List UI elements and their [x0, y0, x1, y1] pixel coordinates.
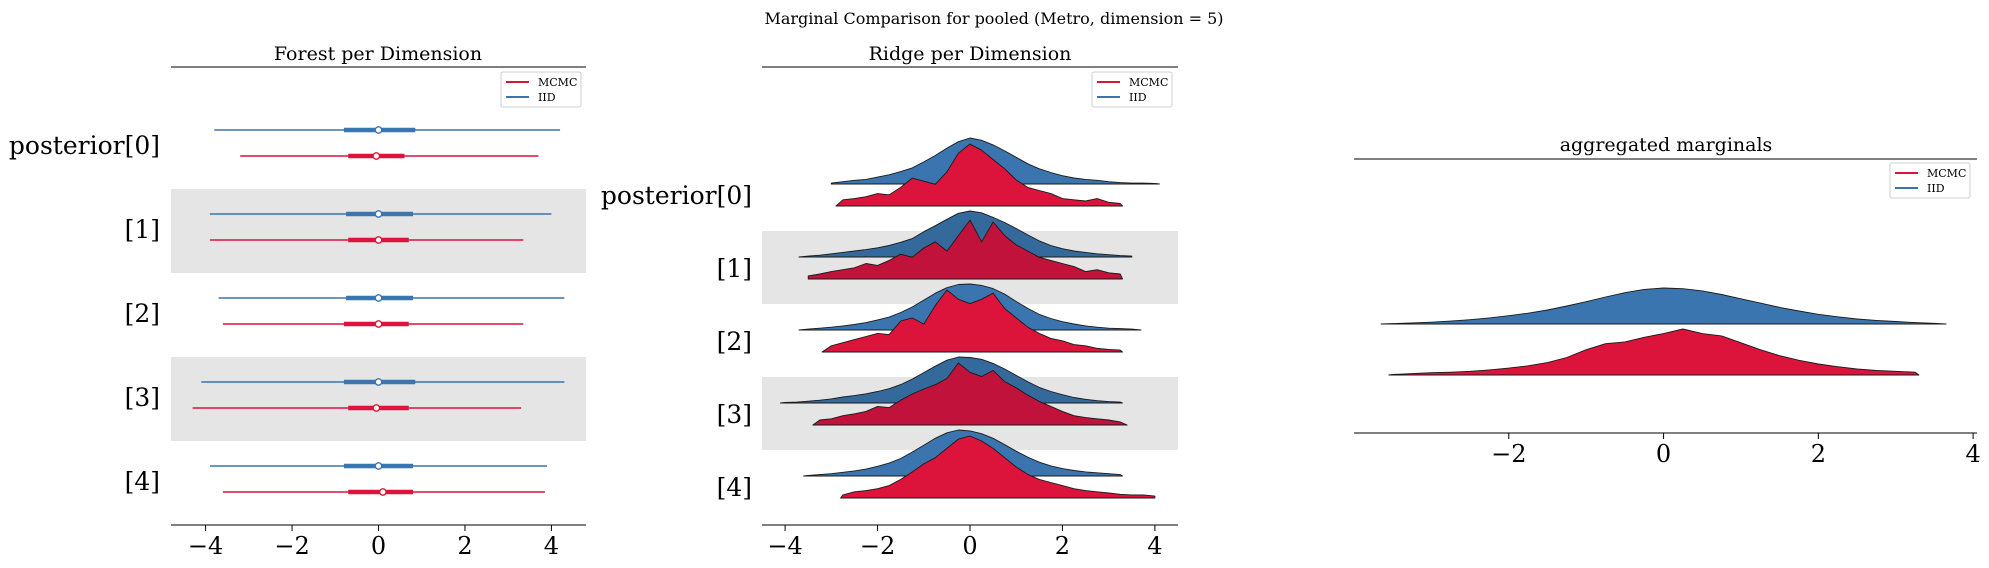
ridge-row-label-4: [4]	[717, 473, 752, 502]
ridge-legend-mcmc-label: MCMC	[1129, 76, 1168, 89]
aggregated-x-tick-label: 4	[1965, 440, 1980, 468]
forest-x-ticks: −4 −2 0 2 4	[188, 525, 559, 560]
forest-x-tick-label: −4	[188, 532, 223, 560]
ridge-mcmc-row-2	[821, 289, 1123, 353]
aggregated-mcmc-ridge	[1388, 328, 1920, 376]
forest-mcmc-row-3-median	[372, 404, 381, 412]
ridge-mcmc-row-0	[835, 143, 1123, 207]
forest-row-band	[171, 189, 586, 273]
ridge-panel-title: Ridge per Dimension	[869, 43, 1072, 65]
ridge-mcmc-row-3	[812, 362, 1128, 426]
forest-row-label-4: [4]	[125, 467, 160, 496]
aggregated-x-tick-label: 0	[1656, 440, 1671, 468]
aggregated-legend-box	[1889, 162, 1971, 199]
ridge-legend-box	[1091, 71, 1173, 108]
forest-legend: MCMC IID	[500, 71, 582, 108]
ridge-row-label-0: posterior[0]	[601, 181, 752, 210]
forest-mcmc-row-2-median	[374, 320, 383, 328]
forest-legend-iid-label: IID	[538, 91, 556, 104]
forest-iid-row-2-median	[374, 294, 383, 302]
forest-x-tick-label: 4	[544, 532, 559, 560]
forest-panel: Forest per Dimension posterior[0] [1] [2…	[9, 43, 586, 560]
forest-x-tick-label: 2	[457, 532, 472, 560]
forest-mcmc-row-1-median	[374, 236, 383, 244]
ridge-panel: Ridge per Dimension posterior[0] [1] [2]…	[601, 43, 1178, 560]
ridge-x-ticks: −4 −2 0 2 4	[767, 525, 1163, 560]
forest-x-tick-label: 0	[371, 532, 386, 560]
forest-iid-row-0-median	[374, 126, 383, 134]
aggregated-x-ticks: −2 0 2 4	[1491, 433, 1981, 468]
forest-row-label-2: [2]	[125, 299, 160, 328]
forest-iid-row-1-median	[374, 210, 383, 218]
forest-mcmc-row-0-median	[372, 152, 381, 160]
forest-panel-title: Forest per Dimension	[274, 43, 482, 65]
aggregated-x-tick-label: 2	[1811, 440, 1826, 468]
forest-row-label-0: posterior[0]	[9, 131, 160, 160]
ridge-row-labels: posterior[0] [1] [2] [3] [4]	[601, 181, 752, 502]
aggregated-iid-ridge	[1380, 287, 1947, 325]
figure-suptitle: Marginal Comparison for pooled (Metro, d…	[764, 9, 1223, 28]
aggregated-x-tick-label: −2	[1491, 440, 1526, 468]
ridge-x-tick-label: 2	[1055, 532, 1070, 560]
forest-legend-mcmc-label: MCMC	[538, 76, 577, 89]
forest-mcmc-row-4-median	[378, 488, 387, 496]
ridge-x-tick-label: −4	[767, 532, 802, 560]
aggregated-panel: aggregated marginals −2 0 2 4 MCMC IID	[1354, 134, 1981, 468]
ridge-x-tick-label: 0	[962, 532, 977, 560]
forest-row-band	[171, 357, 586, 441]
ridge-x-tick-label: 4	[1147, 532, 1162, 560]
ridge-row-label-1: [1]	[717, 254, 752, 283]
ridge-legend: MCMC IID	[1091, 71, 1173, 108]
aggregated-legend: MCMC IID	[1889, 162, 1971, 199]
forest-row-label-1: [1]	[125, 215, 160, 244]
forest-bands	[171, 189, 586, 441]
ridge-row-label-3: [3]	[717, 400, 752, 429]
aggregated-legend-mcmc-label: MCMC	[1927, 167, 1966, 180]
aggregated-panel-title: aggregated marginals	[1560, 134, 1773, 156]
aggregated-legend-iid-label: IID	[1927, 182, 1945, 195]
aggregated-marks	[1380, 287, 1947, 376]
ridge-row-label-2: [2]	[717, 327, 752, 356]
ridge-x-tick-label: −2	[860, 532, 895, 560]
ridge-mcmc-row-4	[840, 435, 1156, 499]
forest-iid-row-3-median	[374, 378, 383, 386]
ridge-marks	[780, 137, 1160, 499]
forest-row-label-3: [3]	[125, 383, 160, 412]
forest-legend-box	[500, 71, 582, 108]
forest-x-tick-label: −2	[274, 532, 309, 560]
ridge-legend-iid-label: IID	[1129, 91, 1147, 104]
forest-marks	[192, 126, 565, 496]
forest-row-labels: posterior[0] [1] [2] [3] [4]	[9, 131, 160, 496]
ridge-mcmc-row-1	[807, 219, 1123, 280]
forest-iid-row-4-median	[374, 462, 383, 470]
